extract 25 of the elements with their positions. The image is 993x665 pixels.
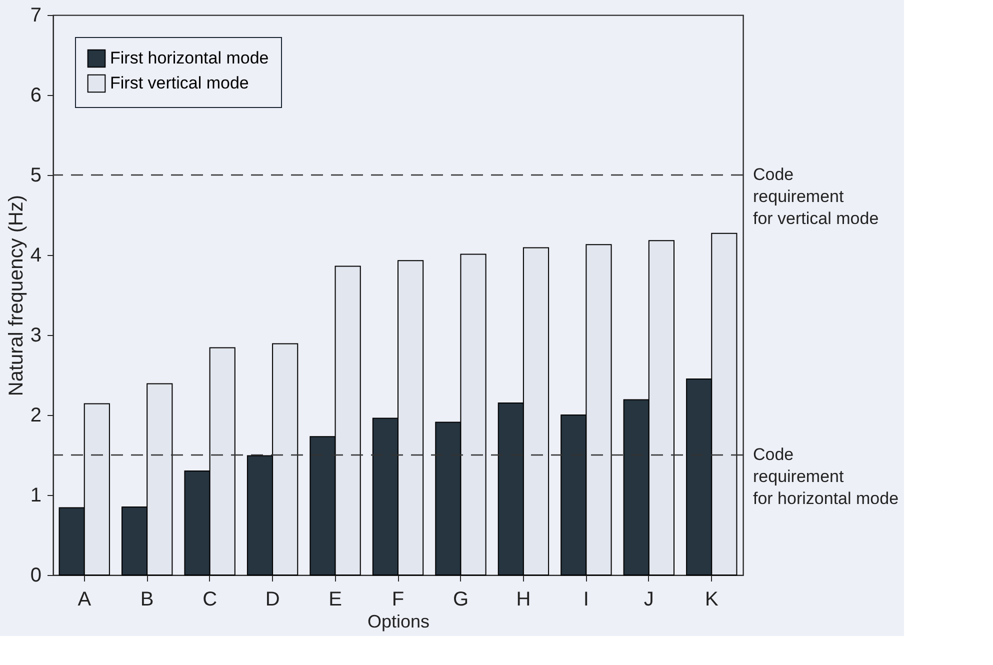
- y-tick-label: 0: [30, 564, 42, 586]
- y-tick-label: 4: [30, 244, 42, 266]
- x-tick-label: I: [583, 588, 589, 610]
- x-tick-label: B: [140, 588, 154, 610]
- x-tick-label: C: [202, 588, 218, 610]
- x-tick-label: D: [265, 588, 280, 610]
- x-tick-label: J: [644, 588, 654, 610]
- y-tick-label: 6: [30, 84, 42, 106]
- legend-label: First vertical mode: [110, 74, 249, 92]
- y-axis-title: Natural frequency (Hz): [5, 194, 28, 396]
- y-tick-label: 3: [30, 324, 42, 346]
- ref-line-label: Code requirement for horizontal mode: [753, 445, 899, 508]
- y-tick-label: 5: [30, 164, 42, 186]
- x-axis-title: Options: [367, 612, 430, 632]
- legend-label: First horizontal mode: [110, 48, 269, 68]
- x-tick-label: F: [392, 588, 404, 610]
- x-tick-label: H: [516, 588, 531, 610]
- ref-line-label: Code requirement for vertical mode: [753, 165, 879, 228]
- y-tick-label: 1: [30, 484, 42, 506]
- x-tick-label: K: [704, 588, 719, 610]
- y-tick-label: 7: [30, 4, 42, 26]
- y-tick-label: 2: [30, 404, 42, 426]
- x-tick-label: G: [452, 588, 469, 610]
- x-tick-label: E: [328, 588, 342, 610]
- x-tick-label: A: [78, 588, 92, 610]
